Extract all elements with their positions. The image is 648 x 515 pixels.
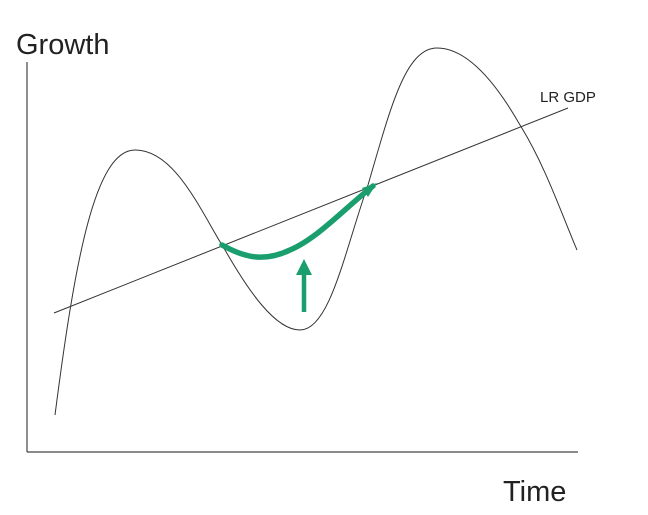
- recovery-path-highlight: [219, 183, 376, 260]
- lr-gdp-trend-line: [53, 107, 569, 314]
- y-axis-label: Growth: [16, 29, 110, 61]
- business-cycle-curve: [54, 47, 578, 416]
- recovery-path-arrowhead: [362, 183, 377, 197]
- upward-arrow-head: [296, 259, 312, 275]
- x-axis-label: Time: [503, 476, 567, 508]
- lr-gdp-label: LR GDP: [540, 89, 596, 106]
